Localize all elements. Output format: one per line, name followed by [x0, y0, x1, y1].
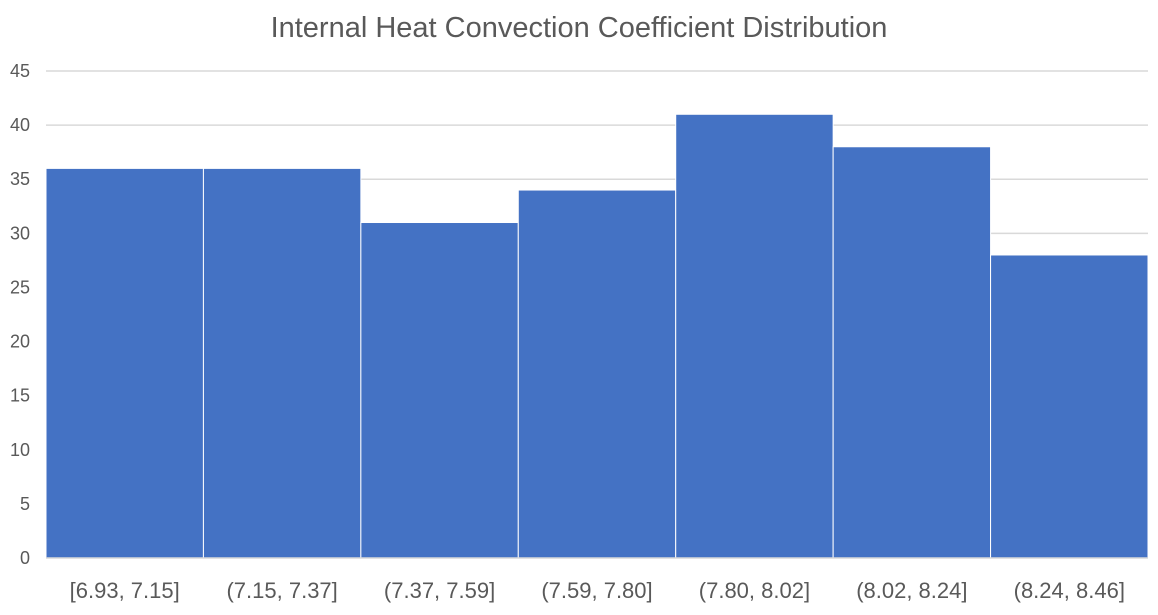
histogram-bar [45, 167, 204, 559]
y-tick-label: 35 [10, 169, 30, 189]
histogram-bar [360, 222, 519, 559]
bars [45, 113, 1149, 559]
y-tick-labels: 0 5 10 15 20 25 30 35 40 45 [10, 61, 30, 568]
histogram-bar [675, 113, 834, 559]
histogram-bar [990, 254, 1149, 559]
x-tick-label: (7.15, 7.37] [226, 578, 337, 603]
x-tick-label: (8.02, 8.24] [856, 578, 967, 603]
y-tick-label: 40 [10, 115, 30, 135]
x-tick-label: (7.80, 8.02] [699, 578, 810, 603]
x-tick-label: (8.24, 8.46] [1014, 578, 1125, 603]
x-tick-label: (7.37, 7.59] [384, 578, 495, 603]
chart-title: Internal Heat Convection Coefficient Dis… [270, 12, 888, 44]
y-tick-label: 45 [10, 61, 30, 81]
y-tick-label: 25 [10, 277, 30, 297]
y-tick-label: 30 [10, 223, 30, 243]
x-tick-label: (7.59, 7.80] [541, 578, 652, 603]
y-tick-label: 20 [10, 332, 30, 352]
y-tick-label: 15 [10, 386, 30, 406]
histogram-bar [202, 167, 362, 559]
y-tick-label: 0 [20, 548, 30, 568]
y-tick-label: 10 [10, 440, 30, 460]
y-tick-label: 5 [20, 494, 30, 514]
histogram-bar [517, 189, 677, 559]
x-tick-labels: [6.93, 7.15] (7.15, 7.37] (7.37, 7.59] (7.5… [70, 578, 1125, 603]
histogram-bar [832, 146, 992, 559]
x-tick-label: [6.93, 7.15] [70, 578, 180, 603]
